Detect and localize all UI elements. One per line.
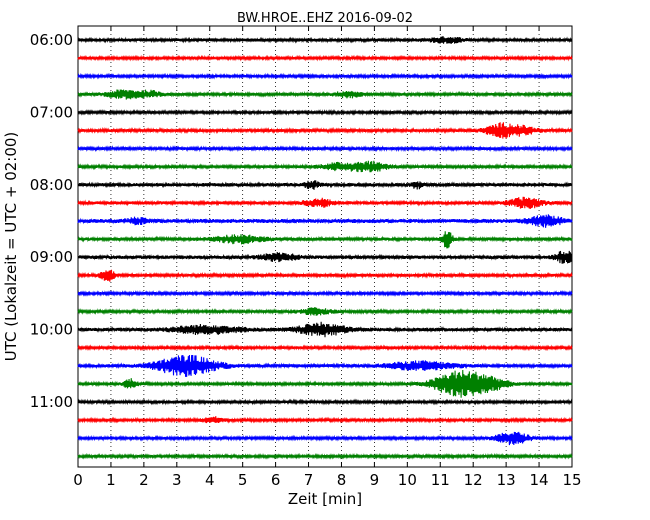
y-axis-ticks: 06:00 07:00 08:00 09:00 10:00 11:00	[30, 31, 572, 411]
x-tick-label: 14	[530, 471, 549, 489]
x-tick-label: 2	[139, 471, 149, 489]
trace-line	[77, 269, 573, 282]
trace-line	[77, 431, 573, 446]
trace-line	[77, 36, 573, 44]
grid-lines	[110, 26, 540, 467]
x-tick-label: 1	[106, 471, 116, 489]
x-tick-label: 3	[172, 471, 182, 489]
x-tick-label: 4	[205, 471, 215, 489]
trace-line	[77, 354, 573, 377]
x-tick-label: 5	[238, 471, 248, 489]
x-tick-label: 9	[370, 471, 380, 489]
trace-line	[77, 160, 573, 173]
trace-line	[77, 108, 573, 116]
trace-line	[77, 180, 573, 190]
y-tick-label: 09:00	[30, 248, 73, 266]
x-tick-label: 12	[464, 471, 483, 489]
trace-line	[77, 452, 573, 460]
x-tick-label: 7	[304, 471, 314, 489]
trace-line	[77, 416, 573, 424]
x-axis-ticks: 0 1 2 3 4 5 6 7 8 9 10 11 12 13 14 15	[73, 26, 582, 489]
trace-line	[77, 145, 573, 153]
trace-line	[77, 321, 573, 338]
y-tick-label: 06:00	[30, 31, 73, 49]
trace-line	[77, 307, 573, 316]
traces	[77, 36, 573, 460]
x-axis-label: Zeit [min]	[288, 490, 362, 508]
y-tick-label: 07:00	[30, 103, 73, 121]
x-tick-label: 15	[562, 471, 581, 489]
trace-line	[77, 54, 573, 62]
trace-line	[77, 398, 573, 406]
y-tick-label: 08:00	[30, 176, 73, 194]
chart-title: BW.HROE..EHZ 2016-09-02	[237, 11, 413, 26]
x-tick-label: 0	[73, 471, 83, 489]
x-tick-label: 11	[431, 471, 450, 489]
trace-line	[77, 344, 573, 352]
trace-line	[77, 196, 573, 209]
y-tick-label: 11:00	[30, 393, 73, 411]
y-tick-label: 10:00	[30, 321, 73, 339]
x-tick-label: 13	[497, 471, 516, 489]
x-tick-label: 10	[398, 471, 417, 489]
y-axis-label: UTC (Lokalzeit = UTC + 02:00)	[2, 132, 20, 362]
trace-line	[77, 214, 573, 228]
trace-line	[77, 89, 573, 100]
trace-line	[77, 122, 573, 139]
trace-line	[77, 250, 573, 264]
trace-line	[77, 370, 573, 398]
trace-line	[77, 231, 573, 249]
x-tick-label: 6	[271, 471, 281, 489]
plot-area-frame	[77, 25, 573, 468]
trace-line	[77, 72, 573, 80]
x-tick-label: 8	[337, 471, 347, 489]
trace-line	[77, 289, 573, 297]
